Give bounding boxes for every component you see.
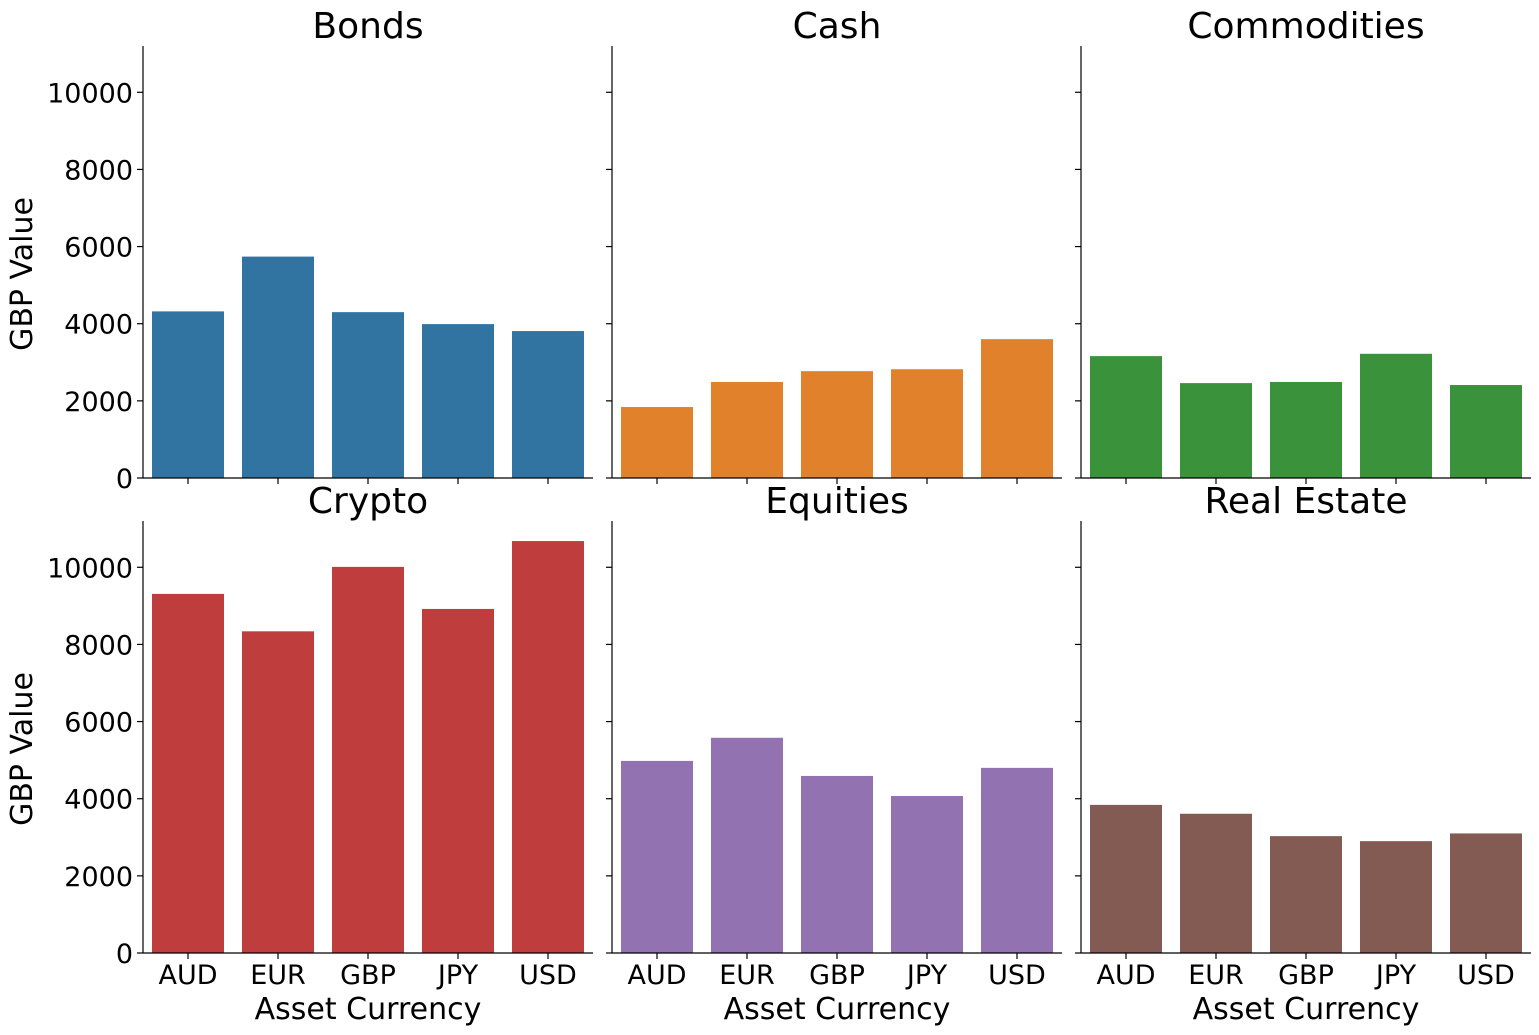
- bar-jpy: [891, 796, 963, 953]
- x-tick-label: EUR: [719, 960, 775, 991]
- bar-gbp: [332, 312, 404, 478]
- x-tick-label: AUD: [1096, 960, 1155, 991]
- y-tick-label: 4000: [64, 310, 133, 341]
- x-tick-label: JPY: [436, 960, 479, 991]
- bar-usd: [512, 331, 584, 478]
- x-tick-label: JPY: [1374, 960, 1417, 991]
- x-tick-label: GBP: [340, 960, 396, 991]
- bar-gbp: [1270, 836, 1342, 953]
- x-tick-label: AUD: [627, 960, 686, 991]
- panel-title: Crypto: [308, 481, 428, 522]
- bar-usd: [512, 541, 584, 953]
- bar-aud: [1090, 356, 1162, 478]
- bar-eur: [242, 256, 314, 478]
- y-tick-label: 2000: [64, 387, 133, 418]
- panel-commodities: Commodities: [1075, 6, 1531, 484]
- bar-eur: [711, 737, 783, 953]
- bar-aud: [621, 760, 693, 953]
- y-tick-label: 10000: [47, 553, 133, 584]
- y-tick-label: 4000: [64, 785, 133, 816]
- x-tick-label: GBP: [809, 960, 865, 991]
- y-axis-label: GBP Value: [5, 197, 40, 351]
- panel-title: Cash: [793, 6, 882, 47]
- bar-eur: [1180, 383, 1252, 478]
- bar-usd: [981, 767, 1053, 953]
- x-tick-label: JPY: [905, 960, 948, 991]
- bar-gbp: [801, 371, 873, 478]
- bar-jpy: [422, 608, 494, 953]
- x-tick-label: EUR: [250, 960, 306, 991]
- bar-aud: [152, 311, 224, 478]
- y-tick-label: 0: [116, 464, 133, 495]
- y-tick-label: 2000: [64, 862, 133, 893]
- x-axis-label: Asset Currency: [255, 992, 482, 1027]
- bar-jpy: [422, 324, 494, 478]
- bar-jpy: [891, 369, 963, 478]
- bar-eur: [711, 381, 783, 478]
- bar-aud: [152, 593, 224, 953]
- x-axis-label: Asset Currency: [1193, 992, 1420, 1027]
- panel-equities: Equities AUD EUR GBP JPY USD Asset Currency: [606, 481, 1062, 1027]
- x-tick-label: USD: [519, 960, 577, 991]
- bar-gbp: [332, 566, 404, 953]
- x-tick-label: GBP: [1278, 960, 1334, 991]
- bar-jpy: [1360, 353, 1432, 478]
- panel-cash: Cash: [606, 6, 1062, 484]
- x-tick-label: EUR: [1188, 960, 1244, 991]
- bar-gbp: [1270, 381, 1342, 478]
- x-axis-label: Asset Currency: [724, 992, 951, 1027]
- y-tick-label: 0: [116, 939, 133, 970]
- y-tick-label: 8000: [64, 630, 133, 661]
- bar-usd: [1450, 833, 1522, 953]
- panel-title: Bonds: [312, 6, 423, 47]
- panel-real-estate: Real Estate AUD EUR GBP JPY USD Asset Currency: [1075, 481, 1531, 1027]
- bar-usd: [981, 339, 1053, 478]
- panel-bonds: Bonds 0 2000 4000 6000 8000 10000 GBP Value: [5, 6, 593, 495]
- bar-usd: [1450, 385, 1522, 478]
- x-tick-label: USD: [988, 960, 1046, 991]
- bar-jpy: [1360, 841, 1432, 953]
- panel-title: Real Estate: [1205, 481, 1408, 522]
- y-tick-label: 8000: [64, 155, 133, 186]
- y-axis-label: GBP Value: [5, 672, 40, 826]
- y-tick-label: 6000: [64, 708, 133, 739]
- y-tick-label: 6000: [64, 233, 133, 264]
- bar-aud: [621, 407, 693, 478]
- y-tick-label: 10000: [47, 78, 133, 109]
- panel-title: Equities: [765, 481, 908, 522]
- bar-eur: [1180, 813, 1252, 953]
- bar-gbp: [801, 775, 873, 953]
- x-tick-label: USD: [1457, 960, 1515, 991]
- bar-eur: [242, 631, 314, 953]
- panel-crypto: Crypto 0 2000 4000 6000 8000 10000 AUD EUR GBP JPY…: [5, 481, 593, 1027]
- chart-panels: Bonds 0 2000 4000 6000 8000 10000 GBP Value Cash…: [5, 6, 1531, 1027]
- bar-aud: [1090, 804, 1162, 953]
- x-tick-label: AUD: [158, 960, 217, 991]
- panel-title: Commodities: [1187, 6, 1424, 47]
